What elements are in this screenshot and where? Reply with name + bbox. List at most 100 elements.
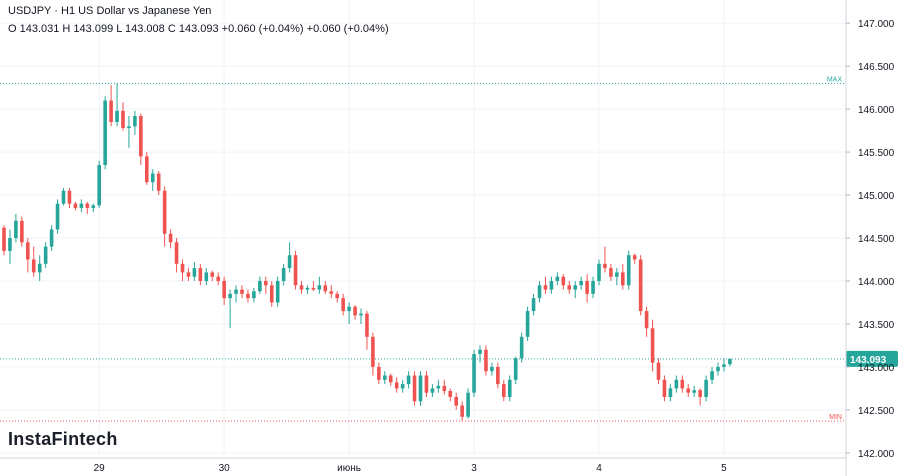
candlestick-series — [2, 83, 732, 422]
candle — [591, 276, 595, 299]
candle-body — [317, 285, 322, 290]
candle-body — [644, 311, 649, 329]
candle — [287, 242, 292, 273]
candle — [365, 311, 369, 350]
y-tick-label: 143.000 — [858, 363, 895, 374]
candle-body — [674, 379, 679, 389]
candle — [234, 285, 238, 303]
candle — [442, 379, 447, 395]
candle-body — [305, 287, 310, 290]
candle-body — [502, 384, 506, 397]
candle — [20, 216, 24, 247]
candle — [127, 116, 131, 148]
candle-body — [252, 291, 256, 299]
candle — [383, 371, 387, 385]
candle — [275, 276, 280, 307]
candle-body — [168, 233, 173, 243]
candle-body — [400, 384, 405, 389]
candle-body — [216, 276, 220, 281]
x-tick-label: 30 — [219, 463, 231, 474]
candle-body — [603, 263, 607, 269]
candle — [14, 213, 18, 243]
y-tick-label: 143.500 — [858, 320, 895, 331]
candle-body — [293, 255, 298, 286]
candle — [180, 259, 185, 281]
title-separator: · — [54, 5, 58, 17]
candle-body — [561, 276, 566, 286]
last-price-label: 143.093 — [850, 355, 887, 366]
candle-body — [722, 364, 726, 367]
candle — [448, 388, 453, 402]
candle — [240, 285, 244, 299]
candle — [103, 96, 107, 170]
candle — [472, 349, 476, 397]
y-tick-label: 147.000 — [858, 19, 895, 30]
candle — [246, 289, 250, 303]
candle-body — [377, 366, 381, 380]
candle — [37, 255, 42, 281]
candle — [26, 238, 30, 273]
candle — [668, 384, 673, 402]
candle-body — [716, 366, 720, 372]
candle-body — [424, 375, 429, 393]
candle — [31, 246, 36, 277]
candle-body — [704, 379, 708, 397]
candle — [406, 371, 411, 389]
candle — [644, 306, 649, 337]
candle-body — [478, 349, 482, 355]
y-tick-label: 146.500 — [858, 62, 895, 73]
candle-body — [394, 382, 399, 389]
candle-body — [121, 110, 125, 129]
candle-body — [246, 293, 250, 299]
candle-body — [329, 291, 334, 294]
candle-body — [496, 366, 500, 385]
candle-body — [85, 203, 90, 208]
candle-body — [591, 280, 595, 294]
candle-body — [513, 358, 518, 380]
candle — [621, 263, 625, 290]
candle-body — [609, 268, 613, 277]
candle-body — [269, 285, 274, 303]
candle — [198, 263, 203, 286]
candle — [79, 199, 84, 213]
candle-body — [281, 268, 286, 281]
candle — [632, 253, 637, 264]
candle — [680, 375, 685, 393]
candle — [133, 110, 137, 135]
candle — [317, 276, 322, 294]
candle-body — [162, 190, 167, 234]
candle — [698, 388, 702, 406]
symbol-description: H1 US Dollar vs Japanese Yen — [61, 5, 212, 17]
candle-body — [472, 354, 476, 393]
candle-body — [174, 242, 179, 264]
candle — [8, 229, 12, 264]
candle — [222, 276, 226, 306]
candle-body — [454, 396, 458, 406]
candle-body — [204, 272, 209, 281]
candle-body — [31, 259, 36, 273]
candle — [150, 169, 155, 191]
y-tick-label: 144.000 — [858, 277, 895, 288]
symbol-label[interactable]: USDJPY — [8, 5, 52, 17]
candle — [490, 362, 494, 376]
candle-body — [418, 375, 423, 402]
candle — [656, 358, 661, 385]
candle-body — [323, 285, 328, 292]
candle-body — [115, 110, 119, 123]
candle-body — [347, 306, 351, 312]
candle — [537, 280, 542, 303]
candle — [728, 358, 732, 367]
candle — [436, 379, 441, 393]
candle — [478, 345, 482, 363]
candle — [341, 293, 345, 316]
candle-body — [109, 100, 113, 123]
reference-lines: MAX MIN 143.093 — [0, 76, 898, 422]
candle — [573, 280, 577, 299]
candle — [400, 379, 405, 393]
candle — [139, 113, 143, 165]
y-tick-label: 142.500 — [858, 406, 895, 417]
candle — [204, 268, 209, 286]
candle-body — [573, 285, 577, 290]
candle — [555, 272, 560, 286]
